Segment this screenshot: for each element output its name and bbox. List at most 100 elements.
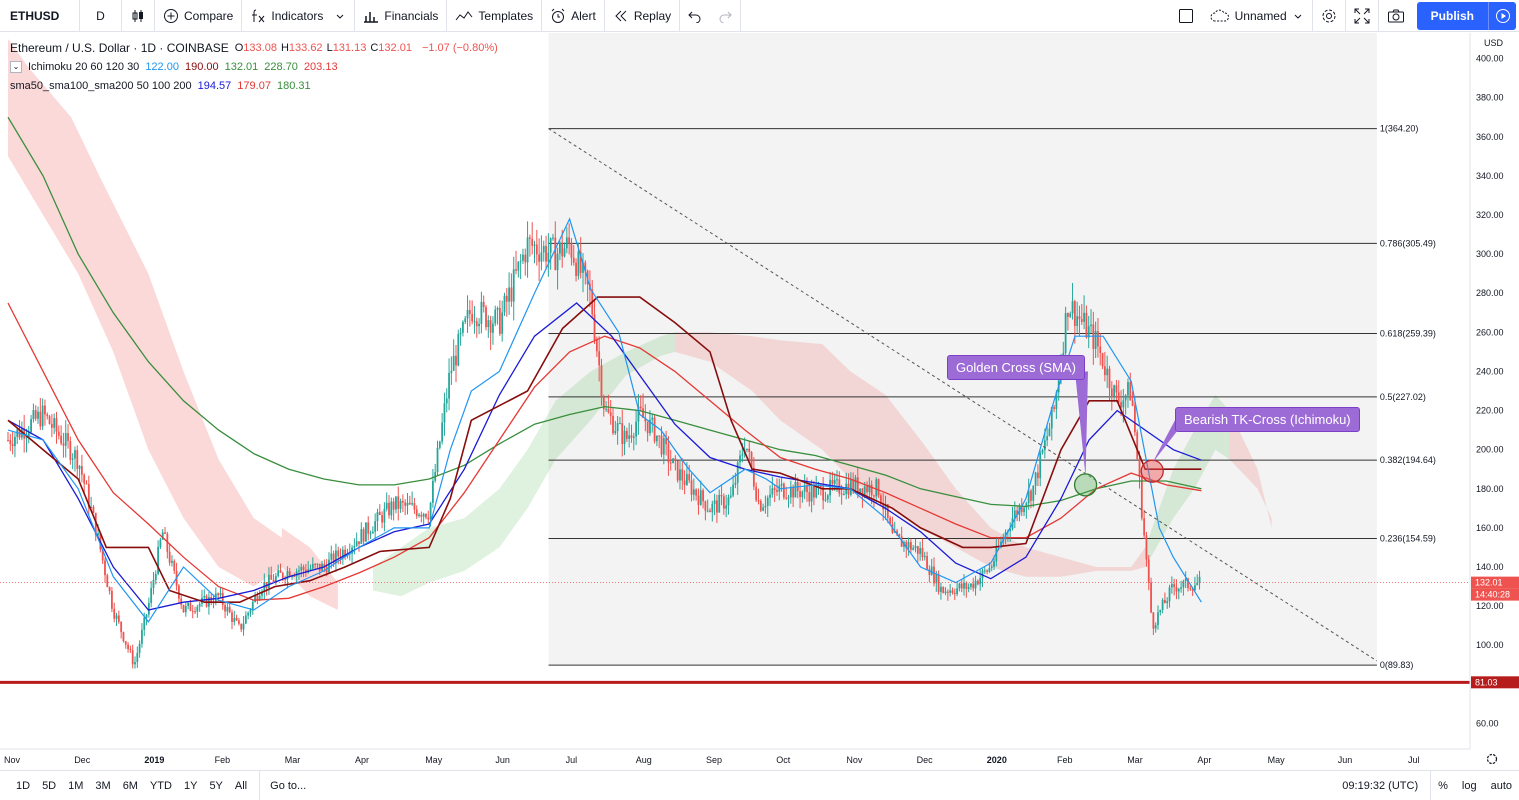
goto-button[interactable]: Go to... (259, 770, 316, 800)
candle-body (69, 440, 72, 460)
replay-label: Replay (633, 8, 672, 23)
candle-body (1129, 382, 1132, 401)
candle-body (526, 237, 529, 263)
candle-body (1159, 609, 1162, 613)
log-scale-toggle[interactable]: log (1461, 780, 1477, 792)
candle-body (646, 421, 649, 434)
candle-body (584, 262, 587, 271)
candle-body (309, 568, 312, 570)
range-button-ytd[interactable]: YTD (149, 779, 172, 792)
candle-body (468, 310, 471, 315)
fullscreen-button[interactable] (1346, 0, 1379, 32)
candle-body (910, 542, 912, 550)
settings-button[interactable] (1313, 0, 1346, 32)
interval-button[interactable]: D (80, 0, 122, 32)
candle-body (870, 484, 873, 496)
candle-body (635, 421, 638, 437)
replay-button[interactable]: Replay (605, 0, 681, 32)
price-chart[interactable]: 1(364.20) 0.786(305.49) 0.618(259.39) 0.5(2… (0, 33, 1519, 770)
candle-body (568, 237, 571, 244)
compare-button[interactable]: Compare (155, 0, 243, 32)
publish-button[interactable]: Publish (1416, 1, 1488, 30)
candle-body (676, 460, 679, 481)
candle-body (1073, 301, 1076, 326)
candle-body (794, 482, 797, 498)
range-button-1y[interactable]: 1Y (183, 779, 198, 792)
bearish-tk-callout[interactable]: Bearish TK-Cross (Ichimoku) (1175, 407, 1360, 432)
candle-body (667, 444, 670, 463)
candle-body (203, 595, 206, 598)
candle-body (979, 578, 982, 585)
axis-settings-gear-icon[interactable] (1486, 753, 1498, 765)
range-button-5y[interactable]: 5Y (209, 779, 223, 792)
date-range-buttons: 1D 5D 1M 3M 6M YTD 1Y 5Y All (0, 771, 253, 800)
price-tick-label: 200.00 (1476, 445, 1504, 455)
candle-body (1182, 581, 1185, 588)
utc-clock[interactable]: 09:19:32 (UTC) (1335, 771, 1432, 800)
candle-body (639, 406, 642, 409)
candle-body (404, 502, 407, 506)
range-button-3m[interactable]: 3M (95, 779, 111, 792)
ohlc-value: 133.62 (288, 41, 323, 54)
publish-label: Publish (1430, 8, 1474, 23)
price-tick-label: 140.00 (1476, 562, 1504, 572)
fib-level-label: 0.786(305.49) (1380, 238, 1436, 248)
indicators-button[interactable]: Indicators (242, 0, 356, 32)
range-button-all[interactable]: All (234, 779, 248, 792)
snapshot-button[interactable] (1379, 0, 1413, 32)
templates-button[interactable]: Templates (447, 0, 543, 32)
tk-cross-marker[interactable] (1140, 459, 1164, 483)
candle-body (702, 490, 704, 502)
collapse-chevron-icon[interactable]: ⌄ (10, 60, 22, 73)
golden-cross-callout[interactable]: Golden Cross (SMA) (947, 355, 1085, 380)
candle-body (547, 252, 550, 262)
price-axis[interactable] (1470, 33, 1519, 770)
ichimoku-legend-row[interactable]: ⌄ Ichimoku 20 60 120 30 122.00 190.00 132.… (10, 57, 498, 76)
candle-body (545, 245, 547, 262)
descending-trendline[interactable] (548, 128, 1378, 662)
undo-button[interactable] (680, 0, 710, 32)
range-button-6m[interactable]: 6M (122, 779, 138, 792)
time-tick-label: Nov (4, 755, 21, 765)
range-button-5d[interactable]: 5D (42, 779, 57, 792)
candle-body (150, 587, 153, 603)
candle-body (1136, 432, 1139, 459)
redo-button[interactable] (710, 0, 742, 32)
candle-body (655, 435, 658, 442)
candle-body (616, 423, 619, 431)
alert-button[interactable]: Alert (542, 0, 605, 32)
fullscreen-select-button[interactable] (1170, 0, 1202, 32)
candle-body (180, 598, 183, 605)
price-tick-label: 340.00 (1476, 171, 1504, 181)
candle-body (9, 440, 12, 444)
candle-body (1094, 331, 1097, 349)
chart-style-button[interactable] (122, 0, 155, 32)
candle-body (552, 237, 554, 239)
candle-body (25, 435, 28, 439)
alarm-clock-icon (551, 8, 565, 23)
price-tick-label: 240.00 (1476, 366, 1504, 376)
auto-scale-toggle[interactable]: auto (1490, 780, 1512, 792)
financials-button[interactable]: Financials (355, 0, 448, 32)
ichimoku-value: 122.00 (145, 60, 179, 73)
percent-scale-toggle[interactable]: % (1438, 780, 1448, 792)
current-price-tag-bg (1471, 576, 1519, 589)
candle-body (852, 479, 855, 491)
golden-cross-marker[interactable] (1073, 473, 1098, 497)
candle-body (734, 482, 737, 485)
candle-body (1030, 490, 1032, 501)
sma-legend-row[interactable]: sma50_sma100_sma200 50 100 200 194.57 179… (10, 76, 498, 95)
candle-body (111, 591, 113, 609)
symbol-search[interactable]: ETHUSD (0, 0, 80, 32)
candle-body (32, 410, 35, 420)
ohlc-key: C (370, 41, 379, 54)
candle-body (766, 497, 769, 506)
candle-body (813, 486, 815, 498)
candle-body (462, 321, 464, 333)
candle-body (14, 436, 16, 447)
range-button-1m[interactable]: 1M (68, 779, 84, 792)
layout-button[interactable]: Unnamed (1202, 0, 1313, 32)
range-button-1d[interactable]: 1D (16, 779, 31, 792)
publish-video-button[interactable] (1488, 1, 1516, 30)
candle-body (739, 455, 741, 463)
